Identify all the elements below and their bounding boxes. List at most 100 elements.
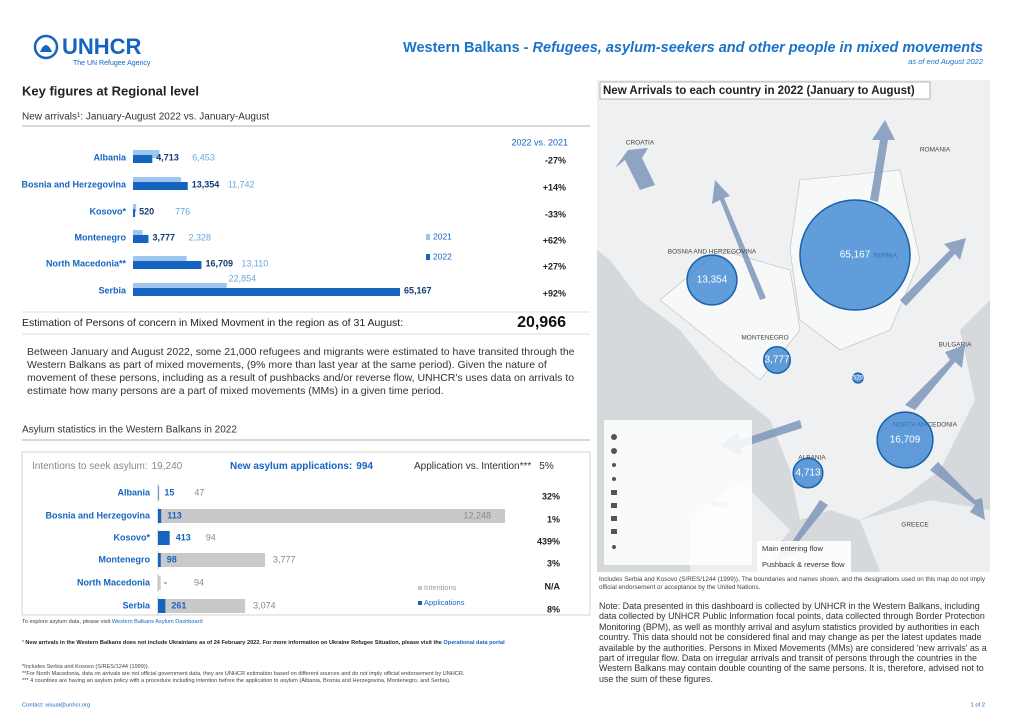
operational-portal-link[interactable]: Operational data portal <box>443 640 505 646</box>
arrival-bubble <box>763 346 791 374</box>
value-label-2021: 13,110 <box>241 258 268 268</box>
applications-value: 994 <box>356 461 373 472</box>
change-value: +62% <box>543 235 566 245</box>
mixed-movement-value: 20,966 <box>517 314 566 331</box>
category-label: Montenegro <box>99 554 151 564</box>
ratio-value: N/A <box>545 581 561 591</box>
legend-label: Applications <box>424 598 465 607</box>
ratio-label: Application vs. Intention*** <box>414 461 531 472</box>
country-label: CROATIA <box>626 140 655 147</box>
category-label: Bosnia and Herzegovina <box>45 510 151 520</box>
flow-legend <box>757 541 851 572</box>
flow-arrow <box>900 238 966 306</box>
bar-intentions <box>158 486 160 500</box>
bar-intentions <box>158 509 505 523</box>
ratio-value: 1% <box>547 514 560 524</box>
category-label: Kosovo* <box>113 532 150 542</box>
value-label-intentions: 94 <box>194 577 204 587</box>
page-number: 1 of 2 <box>970 703 985 709</box>
value-label-2022: 65,167 <box>404 285 432 295</box>
value-label-applications: 261 <box>171 600 186 610</box>
map-land <box>860 500 990 572</box>
bar-2021 <box>133 283 227 291</box>
bubble-label: 4,713 <box>795 468 820 479</box>
bar-2022 <box>133 209 136 217</box>
bar-2021 <box>133 150 160 158</box>
intentions-value: 19,240 <box>152 461 183 472</box>
legend-swatch <box>418 601 422 605</box>
value-label-applications: 15 <box>164 487 174 497</box>
legend-icon <box>611 529 617 534</box>
intentions-total: Intentions to seek asylum: 19,240 <box>32 461 183 472</box>
note: Note: Data presented in this dashboard i… <box>599 601 987 684</box>
value-label-2022: 3,777 <box>152 232 175 242</box>
flow-arrow <box>870 120 895 202</box>
category-label: North Macedonia** <box>46 258 127 268</box>
category-label: Albania <box>117 487 151 497</box>
legend-icon <box>611 434 617 440</box>
arrival-bubble <box>876 411 934 469</box>
map-title: New Arrivals to each country in 2022 (Ja… <box>603 85 915 97</box>
value-label-2022: 520 <box>139 206 154 216</box>
title-main: Refugees, asylum-seekers and other peopl… <box>533 40 983 56</box>
flow-arrow <box>712 180 766 300</box>
bar-2022 <box>133 155 153 163</box>
value-label-2022: 13,354 <box>192 179 220 189</box>
category-label: Montenegro <box>75 232 127 242</box>
value-label-intentions: 3,074 <box>253 600 276 610</box>
logo-icon <box>40 45 52 52</box>
category-label: Serbia <box>98 285 127 295</box>
flow-arrow <box>905 345 965 410</box>
asylum-dashboard-link[interactable]: Western Balkans Asylum Dashboard <box>111 619 203 625</box>
ratio-total: Application vs. Intention*** 5% <box>414 461 554 472</box>
change-value: -27% <box>545 155 566 165</box>
value-label-2021: 776 <box>175 206 190 216</box>
asylum-heading: Asylum statistics in the Western Balkans… <box>22 425 237 436</box>
legend-icon <box>611 448 617 454</box>
section-heading: Key figures at Regional level <box>22 83 199 98</box>
flow-legend-item: Pushback & reverse flow <box>762 560 845 569</box>
explore-text: To explore asylum data, please visit <box>22 619 111 625</box>
legend-icon <box>612 477 616 481</box>
logo-icon <box>33 34 59 60</box>
legend-icon <box>611 490 617 495</box>
arrivals-chart: Albania 4,713 6,453 -27% Bosnia and Herzegov… <box>21 150 566 298</box>
legend-icon <box>612 545 616 549</box>
value-label-applications: 113 <box>167 510 182 520</box>
bubble-label: 13,354 <box>697 275 728 286</box>
map-legend <box>604 420 752 565</box>
contact: Contact: visual@unhcr.org <box>22 703 90 709</box>
bar-intentions <box>158 553 266 567</box>
value-label-2021: 11,742 <box>228 179 255 189</box>
change-header: 2022 vs. 2021 <box>511 137 568 147</box>
flow-legend-item: Main entering flow <box>762 544 823 553</box>
bar-2021 <box>133 230 143 238</box>
country-label: BULGARIA <box>939 342 973 349</box>
value-label-applications: 98 <box>167 554 177 564</box>
legend-icon <box>611 503 617 508</box>
bar-2022 <box>133 235 149 243</box>
logo-text: UNHCR <box>62 34 142 59</box>
logo-tagline: The UN Refugee Agency <box>73 60 151 67</box>
bar-2021 <box>133 177 182 185</box>
asylum-chart: Albania 15 47 32% Bosnia and Herzegovina 113 1… <box>45 484 561 615</box>
logo: UNHCR The UN Refugee Agency <box>33 34 151 67</box>
value-label-intentions: 47 <box>194 487 204 497</box>
mixed-movement-label: Estimation of Persons of concern in Mixe… <box>22 317 403 329</box>
flow-arrow <box>930 462 985 520</box>
bar-applications <box>158 553 161 567</box>
bar-applications <box>158 531 170 545</box>
bar-applications <box>158 509 162 523</box>
legend-label: 2022 <box>433 251 452 261</box>
value-label-applications: - <box>164 577 167 587</box>
category-label: Kosovo* <box>89 206 126 216</box>
change-value: +92% <box>543 288 566 298</box>
change-value: +27% <box>543 261 566 271</box>
legend-swatch <box>426 254 430 260</box>
category-label: North Macedonia <box>77 577 151 587</box>
explore: To explore asylum data, please visit Wes… <box>22 619 203 627</box>
